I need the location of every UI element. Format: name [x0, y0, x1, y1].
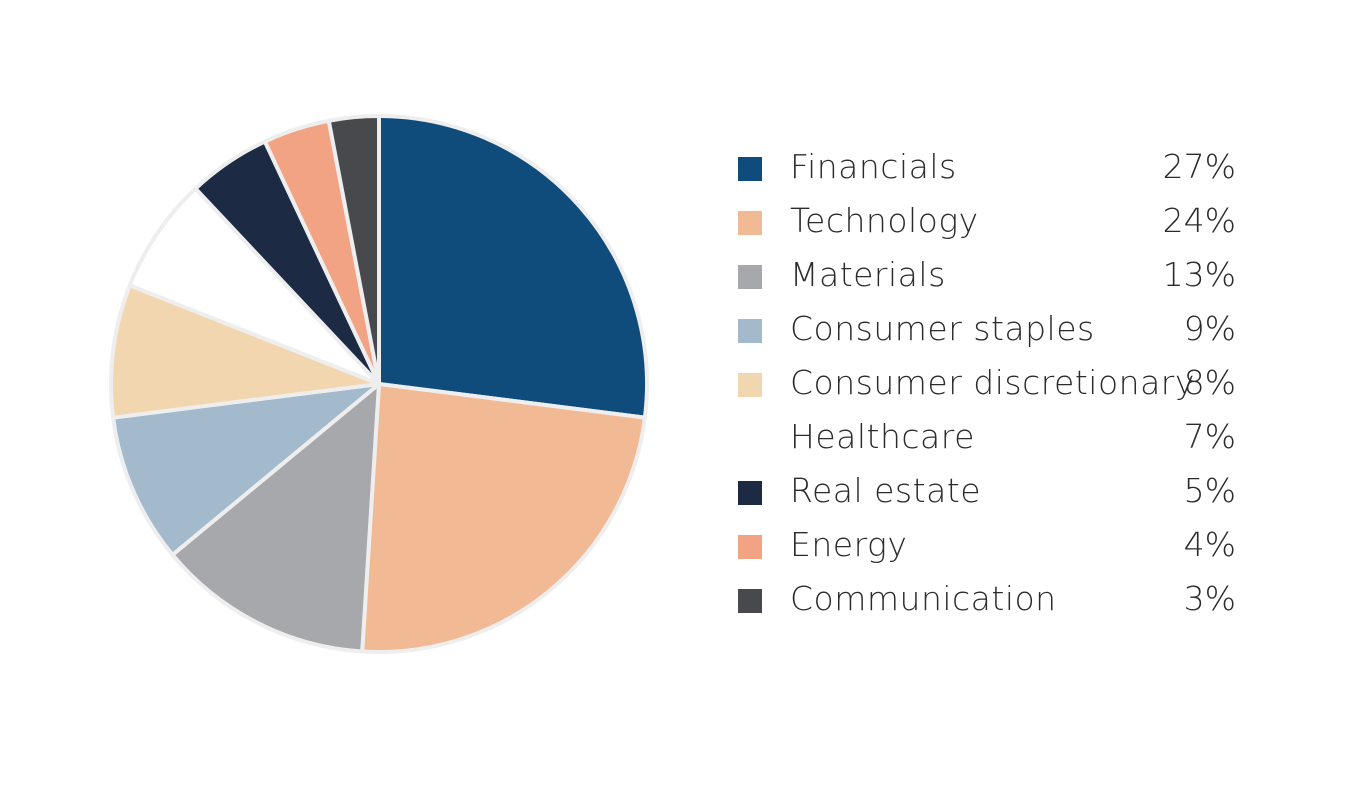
legend-item-communication: Communication 3% — [738, 572, 1258, 626]
legend-label: Healthcare — [790, 417, 975, 456]
legend-value: 5% — [1183, 471, 1236, 510]
legend-swatch — [738, 265, 762, 289]
legend-label: Financials — [790, 147, 957, 186]
pie-chart — [109, 114, 649, 654]
legend-swatch — [738, 319, 762, 343]
legend-item-energy: Energy 4% — [738, 518, 1258, 572]
pie-slice-communication — [326, 114, 381, 386]
pie-slice-consumer-staples — [111, 382, 381, 557]
legend-label: Energy — [790, 525, 908, 564]
legend-value: 7% — [1183, 417, 1236, 456]
legend-label: Materials — [790, 255, 946, 294]
legend-label: Consumer discretionary — [790, 363, 1195, 402]
legend-item-materials: Materials 13% — [738, 248, 1258, 302]
pie-slice-consumer-discretionary — [109, 283, 381, 420]
legend-value: 13% — [1162, 255, 1236, 294]
legend-item-financials: Financials 27% — [738, 140, 1258, 194]
legend-swatch — [738, 427, 762, 451]
legend-swatch — [738, 535, 762, 559]
legend-item-consumer-discretionary: Consumer discretionary 8% — [738, 356, 1258, 410]
pie-slice-healthcare — [127, 186, 381, 386]
legend-value: 24% — [1162, 201, 1236, 240]
legend-value: 8% — [1183, 363, 1236, 402]
legend-value: 9% — [1183, 309, 1236, 348]
legend-label: Technology — [790, 201, 979, 240]
legend-label: Real estate — [790, 471, 982, 510]
legend-swatch — [738, 481, 762, 505]
legend-label: Communication — [790, 579, 1057, 618]
pie-slice-financials — [377, 114, 649, 420]
legend-item-healthcare: Healthcare 7% — [738, 410, 1258, 464]
legend-value: 3% — [1183, 579, 1236, 618]
legend-value: 27% — [1162, 147, 1236, 186]
legend-item-real-estate: Real estate 5% — [738, 464, 1258, 518]
legend: Financials 27% Technology 24% Materials 13% Co… — [738, 140, 1258, 626]
legend-item-technology: Technology 24% — [738, 194, 1258, 248]
legend-swatch — [738, 373, 762, 397]
legend-value: 4% — [1183, 525, 1236, 564]
legend-swatch — [738, 211, 762, 235]
legend-swatch — [738, 589, 762, 613]
pie-slices — [109, 114, 649, 654]
legend-swatch — [738, 157, 762, 181]
legend-label: Consumer staples — [790, 309, 1095, 348]
pie-slice-technology — [360, 382, 647, 654]
pie-slice-materials — [170, 382, 381, 654]
legend-item-consumer-staples: Consumer staples 9% — [738, 302, 1258, 356]
